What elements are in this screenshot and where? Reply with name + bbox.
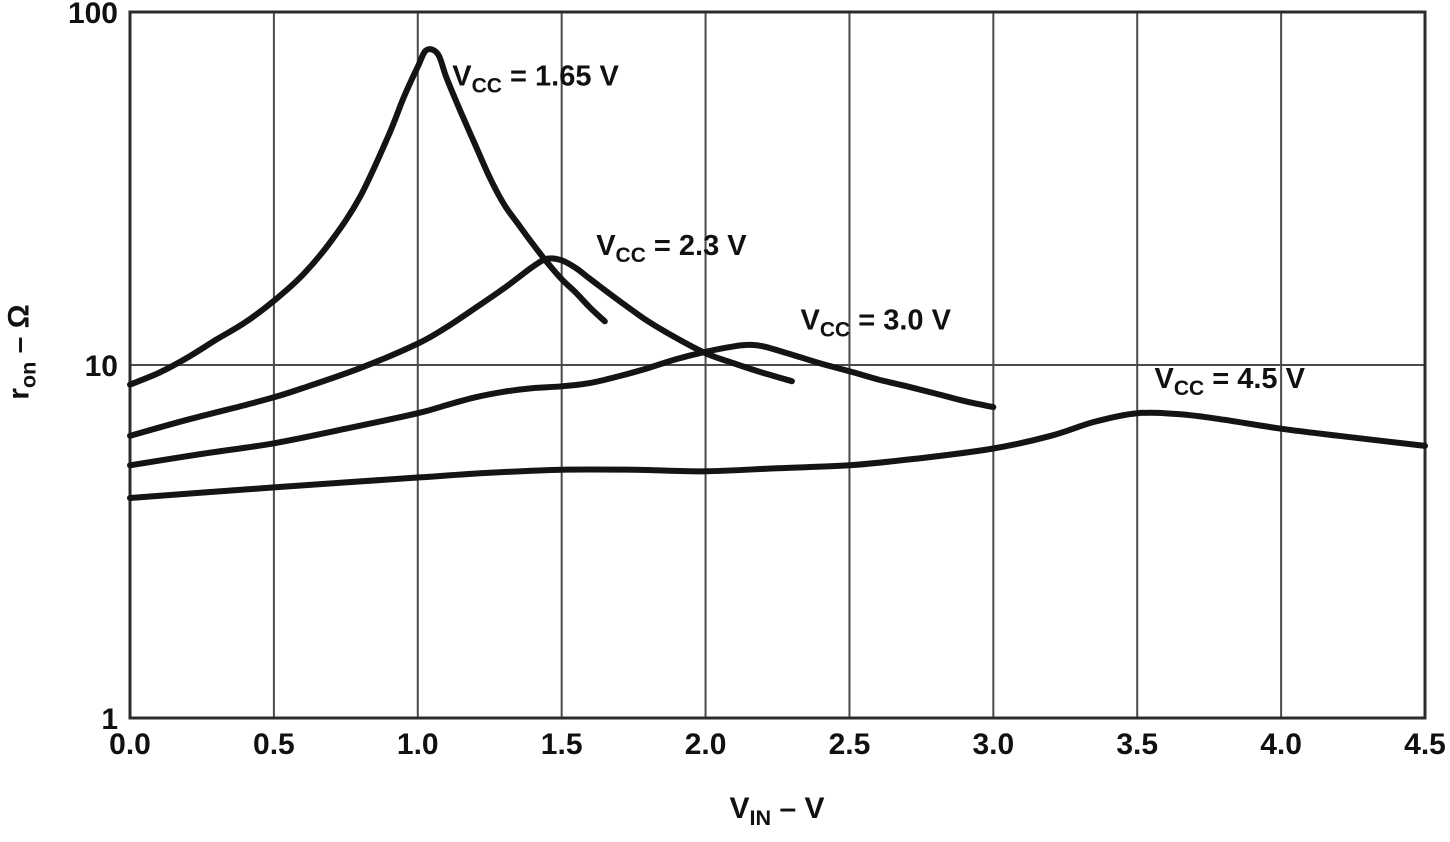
x-tick-label: 2.5 — [829, 728, 871, 761]
series-curve — [127, 341, 997, 469]
series-label-part: = 3.0 V — [850, 305, 951, 337]
series-curve — [127, 409, 1428, 501]
x-axis-label-sub: IN — [749, 805, 772, 830]
y-axis-label-sub: on — [15, 361, 41, 389]
series-label-part: CC — [820, 319, 850, 342]
series-label-part: = 4.5 V — [1204, 363, 1305, 395]
series-label-part: = 1.65 V — [502, 60, 620, 92]
x-axis-label-base: V — [729, 792, 750, 825]
series-curve — [127, 46, 608, 388]
y-tick-label: 10 — [85, 350, 118, 383]
x-axis-label: VIN – V — [730, 792, 825, 831]
x-tick-label: 4.0 — [1260, 728, 1302, 761]
x-axis-label-unit: – V — [771, 792, 825, 825]
series-curve — [127, 255, 795, 439]
x-tick-label: 0.5 — [253, 728, 295, 761]
series-label-part: V — [801, 305, 821, 337]
y-axis-label-base: r — [2, 388, 36, 400]
series-label-part: V — [452, 60, 472, 92]
x-tick-label: 2.0 — [685, 728, 727, 761]
y-tick-label: 1 — [101, 703, 118, 736]
series-label: VCC = 4.5 V — [1155, 363, 1306, 400]
series-label-part: = 2.3 V — [646, 230, 747, 262]
series-label-part: CC — [616, 244, 646, 267]
series-label-part: V — [1155, 363, 1175, 395]
x-tick-label: 1.0 — [397, 728, 439, 761]
y-axis-label-unit: – Ω — [2, 304, 36, 362]
x-tick-label: 4.5 — [1404, 728, 1446, 761]
plot-border — [128, 10, 1427, 720]
y-axis-label: ron – Ω — [3, 304, 42, 400]
x-tick-label: 0.0 — [109, 728, 151, 761]
series-label: VCC = 1.65 V — [452, 60, 619, 97]
x-tick-label: 3.5 — [1116, 728, 1158, 761]
y-tick-label: 100 — [68, 0, 118, 30]
series-label-part: V — [596, 230, 616, 262]
series-label-part: CC — [1174, 377, 1204, 400]
x-tick-label: 3.0 — [972, 728, 1014, 761]
series-label: VCC = 2.3 V — [596, 230, 747, 267]
series-label: VCC = 3.0 V — [801, 305, 952, 342]
series-label-part: CC — [472, 74, 502, 97]
x-tick-label: 1.5 — [541, 728, 583, 761]
